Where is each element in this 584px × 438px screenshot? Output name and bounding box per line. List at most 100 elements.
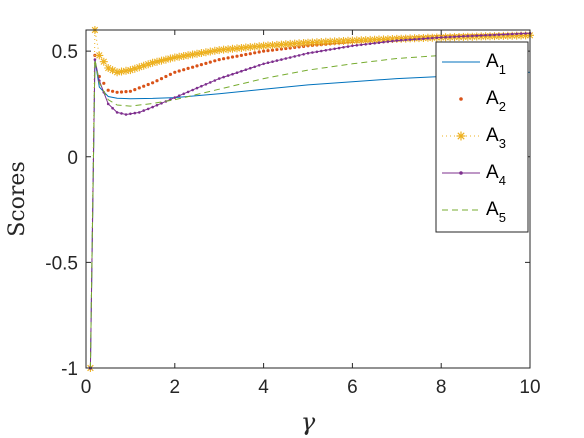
- series-A4-marker: [346, 45, 350, 48]
- series-A3-marker: [241, 43, 250, 52]
- legend-label-main: A: [486, 125, 499, 146]
- legend-box: [435, 41, 529, 233]
- series-A4-marker: [364, 43, 368, 46]
- series-A2-marker: [115, 90, 119, 94]
- series-A3-marker: [339, 37, 348, 45]
- series-A2-marker: [164, 74, 168, 79]
- series-A2-marker: [106, 88, 110, 92]
- series-A3-marker: [379, 35, 388, 44]
- series-A2-marker: [279, 47, 283, 51]
- series-A3-marker: [508, 31, 517, 40]
- series-A3-marker: [344, 36, 352, 45]
- series-A4-marker: [129, 112, 132, 116]
- series-A2-marker: [137, 86, 141, 90]
- series-A3-marker: [122, 66, 130, 75]
- series-A4-marker: [240, 69, 243, 73]
- legend-item-A5: A5: [442, 199, 506, 225]
- series-A3-marker: [153, 57, 161, 66]
- series-A2-marker: [266, 49, 270, 53]
- y-axis-title: Scores: [5, 161, 30, 236]
- axis-frame: [85, 29, 531, 369]
- series-A3-marker: [366, 35, 375, 44]
- series-A4-marker: [320, 49, 323, 53]
- series-A4: [88, 31, 532, 370]
- series-A3-marker: [188, 50, 197, 59]
- series-A3-marker: [264, 41, 272, 50]
- series-A2-marker: [186, 66, 190, 70]
- series-A3-marker: [161, 55, 170, 64]
- series-A4-marker: [124, 113, 128, 116]
- series-A4-marker: [448, 35, 452, 39]
- series-A2-marker: [128, 89, 132, 93]
- series-A4-marker: [351, 44, 354, 48]
- legend-label-main: A: [486, 199, 499, 220]
- x-tick-label: 10: [519, 377, 540, 398]
- series-A3-marker: [206, 47, 215, 56]
- series-A3-marker: [184, 51, 193, 60]
- series-A4-marker: [471, 34, 474, 38]
- series-A2-marker: [235, 54, 239, 58]
- x-tick-label: 4: [258, 377, 269, 398]
- series-A4-marker: [360, 43, 363, 47]
- series-A3-marker: [246, 43, 255, 52]
- series-A4-marker: [306, 51, 310, 55]
- series-A4-marker: [138, 111, 141, 114]
- legend-label-subscript: 4: [499, 173, 506, 188]
- series-A4-marker: [404, 38, 408, 42]
- series-A3-marker: [255, 42, 264, 51]
- series-A4-marker: [235, 71, 239, 74]
- legend-label-subscript: 5: [499, 210, 506, 225]
- series-A3-marker: [361, 36, 370, 45]
- series-A3-marker: [219, 45, 228, 54]
- series-A4-marker: [417, 37, 421, 41]
- series-A4-marker: [333, 47, 336, 51]
- series-A3-marker: [357, 36, 366, 45]
- series-A4-marker: [453, 35, 456, 39]
- series-A3-marker: [268, 41, 277, 50]
- series-A4-marker: [297, 54, 301, 57]
- series-A4-marker: [466, 34, 470, 38]
- series-A4-marker: [186, 90, 190, 94]
- series-A4-marker: [506, 32, 510, 36]
- legend-label-A4: A4: [486, 162, 506, 188]
- series-A2-marker: [111, 89, 115, 93]
- series-A3-marker: [237, 44, 246, 52]
- series-A3-marker: [108, 66, 117, 75]
- series-A3-marker: [193, 49, 201, 58]
- series-A4-marker: [213, 79, 217, 82]
- series-A4-marker: [431, 36, 434, 40]
- series-A4-marker: [302, 53, 305, 56]
- series-A4-marker: [324, 49, 328, 52]
- series-A2-marker: [151, 81, 155, 85]
- legend-label-A1: A1: [486, 51, 506, 77]
- series-A3-marker: [397, 34, 406, 43]
- series-A4-marker: [395, 39, 399, 42]
- series-A4-marker: [271, 60, 274, 63]
- series-A4-marker: [155, 103, 159, 107]
- series-A2-marker: [284, 46, 288, 51]
- series-A4-marker: [510, 32, 514, 36]
- series-A3-marker: [197, 49, 206, 57]
- series-A4-marker: [479, 34, 483, 37]
- series-A3-marker: [148, 58, 157, 67]
- series-A4-marker: [262, 62, 265, 66]
- series-A2-marker: [230, 55, 235, 59]
- series-A3-marker: [104, 64, 113, 72]
- series-A4-marker: [204, 83, 208, 86]
- series-A2-marker: [191, 65, 195, 69]
- series-A2-marker: [239, 53, 243, 58]
- series-A4-marker: [439, 36, 443, 39]
- series-A2-marker: [159, 77, 164, 81]
- series-A2-marker: [102, 81, 106, 85]
- series-A4-marker: [435, 36, 439, 39]
- series-A4-marker: [386, 40, 390, 43]
- series-A4-marker: [493, 33, 496, 37]
- series-A3-marker: [144, 60, 153, 69]
- series-A4-marker: [160, 102, 163, 105]
- legend-item-A2: A2: [459, 88, 506, 114]
- legend-swatch-marker: [456, 131, 466, 141]
- legend-label-A2: A2: [486, 88, 506, 114]
- series-A3-marker: [370, 35, 379, 44]
